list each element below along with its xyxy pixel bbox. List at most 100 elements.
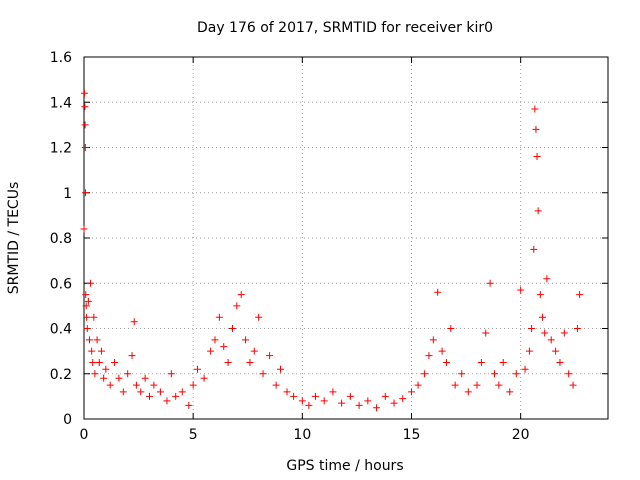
data-point <box>311 392 319 400</box>
data-point <box>283 388 291 396</box>
x-tick-label: 15 <box>403 427 421 443</box>
data-point <box>167 370 175 378</box>
data-point <box>464 388 472 396</box>
y-axis-label: SRMTID / TECUs <box>6 182 22 295</box>
axis-ticks: 0 5 10 15 20 0 0.2 0.4 0.6 0.8 1 1.2 1.4 1.6 <box>50 50 608 443</box>
y-tick-label: 0.6 <box>50 276 72 292</box>
data-point <box>163 397 171 405</box>
data-point <box>189 381 197 389</box>
data-point <box>338 399 346 407</box>
data-point <box>156 388 164 396</box>
chart-title: Day 176 of 2017, SRMTID for receiver kir… <box>197 20 493 36</box>
data-point <box>458 370 466 378</box>
data-point <box>150 381 158 389</box>
data-point <box>451 381 459 389</box>
data-point <box>93 336 101 344</box>
data-point <box>528 325 536 332</box>
data-point <box>534 207 542 215</box>
data-point <box>429 336 437 344</box>
data-point <box>512 370 520 378</box>
data-point <box>434 288 442 296</box>
data-point <box>305 401 313 409</box>
data-point <box>346 392 354 400</box>
data-point <box>442 358 450 366</box>
data-point <box>533 153 541 161</box>
data-point <box>83 313 91 321</box>
data-point <box>100 374 108 382</box>
data-point <box>87 279 95 287</box>
data-point <box>290 392 298 400</box>
data-point <box>552 347 560 355</box>
data-point <box>106 381 114 389</box>
data-point <box>242 336 250 344</box>
data-point <box>482 329 490 337</box>
data-point <box>97 347 105 355</box>
data-point <box>556 358 564 366</box>
data-point <box>185 401 193 409</box>
y-tick-label: 0.8 <box>50 231 72 247</box>
data-point <box>573 325 581 332</box>
data-point <box>178 388 186 396</box>
data-point <box>220 343 228 351</box>
data-point <box>146 392 153 400</box>
data-point <box>521 365 529 373</box>
y-tick-label: 1.6 <box>50 50 72 66</box>
y-tick-label: 1.4 <box>50 95 72 111</box>
data-point <box>525 347 533 355</box>
data-point <box>82 189 90 197</box>
data-point <box>539 313 546 321</box>
data-point <box>536 291 544 299</box>
data-point <box>128 352 136 360</box>
y-tick-label: 1.2 <box>50 141 72 157</box>
data-point <box>141 374 149 382</box>
y-tick-label: 0.4 <box>50 322 72 338</box>
data-point <box>408 388 415 396</box>
data-point <box>477 358 485 366</box>
data-point <box>80 89 88 97</box>
data-point <box>233 302 241 310</box>
data-point <box>172 392 180 400</box>
data-point <box>119 388 127 396</box>
data-point <box>320 397 328 405</box>
data-point <box>80 225 88 233</box>
data-point <box>81 144 89 151</box>
data-point <box>421 370 429 378</box>
data-point <box>373 404 381 412</box>
data-point <box>447 325 455 332</box>
grid <box>83 56 608 420</box>
data-point <box>259 370 267 378</box>
data-point <box>246 358 254 366</box>
data-point <box>207 347 215 355</box>
data-point <box>532 125 540 133</box>
data-point <box>89 358 97 366</box>
data-point <box>132 381 140 389</box>
data-point <box>486 279 494 287</box>
data-point <box>495 381 503 389</box>
data-point <box>82 291 90 299</box>
data-point <box>517 286 525 294</box>
data-point <box>298 397 306 405</box>
x-tick-label: 20 <box>512 427 530 443</box>
data-point <box>438 347 446 355</box>
data-point <box>115 374 123 382</box>
data-point <box>255 313 263 321</box>
data-points <box>80 89 584 412</box>
data-point <box>200 374 208 382</box>
data-point <box>91 370 99 378</box>
data-point <box>425 352 433 360</box>
data-point <box>111 358 119 366</box>
data-point <box>543 275 551 283</box>
data-point <box>211 336 219 344</box>
data-point <box>102 365 110 373</box>
y-tick-label: 1 <box>63 186 72 202</box>
x-tick-label: 0 <box>80 427 89 443</box>
x-tick-label: 10 <box>293 427 311 443</box>
data-point <box>355 401 363 409</box>
data-point <box>399 395 407 403</box>
data-point <box>547 336 555 344</box>
data-point <box>83 325 91 332</box>
data-point <box>506 388 514 396</box>
data-point <box>215 313 223 321</box>
data-point <box>82 302 90 310</box>
